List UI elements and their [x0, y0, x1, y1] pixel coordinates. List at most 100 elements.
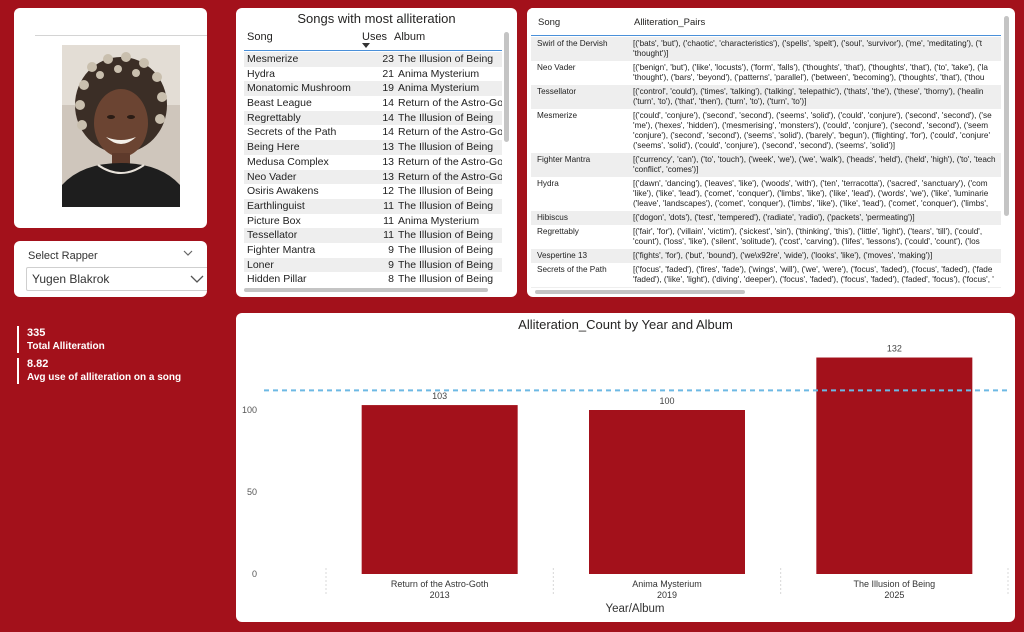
pairs-line: 'thought'), ('bars', 'beyond'), ('patter… — [633, 73, 985, 82]
pairs-cell: [('control', 'could'), ('times', 'talkin… — [633, 85, 1001, 109]
table-row[interactable]: Secrets of the Path 14 Return of the Astro… — [244, 125, 502, 140]
song-cell: Osiris Awakens — [247, 185, 319, 198]
bar — [361, 405, 518, 574]
table-row[interactable]: Osiris Awakens 12 The Illusion of Being — [244, 184, 502, 199]
y-tick-label: 100 — [242, 405, 257, 415]
pairs-line: 'like'), ('like', 'lead'), ('comet', 'co… — [633, 189, 989, 198]
x-tick-album: The Illusion of Being — [854, 579, 936, 589]
table-row[interactable]: Hibiscus [('dogon', 'dots'), ('test', 'te… — [531, 211, 1001, 225]
album-cell: The Illusion of Being — [398, 258, 494, 271]
chevron-down-icon[interactable] — [183, 248, 193, 258]
song-cell: Beast League — [247, 97, 312, 110]
horizontal-scrollbar[interactable] — [535, 290, 745, 294]
uses-cell: 13 — [382, 141, 394, 154]
table-row[interactable]: Medusa Complex 13 Return of the Astro-Goth — [244, 155, 502, 170]
pairs-line: [('fights', 'for'), ('but', 'bound'), ('… — [633, 251, 933, 260]
table-row[interactable]: Vespertine 13 [('fights', 'for'), ('but',… — [531, 249, 1001, 263]
table-row[interactable]: Regrettably 14 The Illusion of Being — [244, 110, 502, 126]
table-row[interactable]: Fighter Mantra [('currency', 'can'), ('to… — [531, 153, 1001, 177]
uses-cell: 14 — [382, 126, 394, 139]
chart-title: Alliteration_Count by Year and Album — [518, 317, 733, 332]
vertical-scrollbar[interactable] — [1004, 16, 1009, 216]
song-cell: Regrettably — [537, 227, 579, 236]
divider — [35, 35, 207, 36]
sort-descending-icon — [362, 43, 370, 48]
table-row[interactable]: Fighter Mantra 9 The Illusion of Being — [244, 243, 502, 258]
uses-cell: 11 — [383, 229, 394, 242]
uses-cell: 11 — [383, 199, 394, 212]
rapper-dropdown-value: Yugen Blakrok — [32, 272, 110, 286]
pairs-cell: [('dogon', 'dots'), ('test', 'tempered')… — [633, 211, 1001, 225]
table-row[interactable]: Hydra [('dawn', 'dancing'), ('leaves', 'l… — [531, 177, 1001, 211]
song-cell: Tessellator — [537, 87, 577, 96]
song-cell: Neo Vader — [247, 170, 297, 183]
table-row[interactable]: Earthlinguist 11 The Illusion of Being — [244, 198, 502, 214]
song-cell: Neo Vader — [537, 63, 576, 72]
song-cell: Hydra — [537, 179, 559, 188]
column-header-song[interactable]: Song — [247, 31, 273, 43]
pairs-cell: [('could', 'conjure'), ('second', 'secon… — [633, 109, 1001, 153]
table-row[interactable]: Swirl of the Dervish [('bats', 'but'), ('… — [531, 37, 1001, 61]
table-row[interactable]: Regrettably [('fair', 'for'), ('villain',… — [531, 225, 1001, 249]
table-row[interactable]: Picture Box 11 Anima Mysterium — [244, 214, 502, 229]
rapper-photo — [62, 45, 180, 207]
rapper-dropdown[interactable]: Yugen Blakrok — [26, 267, 207, 291]
uses-cell: 9 — [388, 258, 394, 271]
pairs-cell: [('fights', 'for'), ('but', 'bound'), ('… — [633, 249, 1001, 263]
pairs-line: 'count'), ('loss', 'like'), ('silent', '… — [633, 237, 980, 246]
pairs-cell: [('future', 'furnaces'), ('sulphuric', '… — [633, 287, 1001, 288]
table-row[interactable]: Mesmerize 23 The Illusion of Being — [244, 52, 502, 67]
column-header-alliteration-pairs[interactable]: Alliteration_Pairs — [634, 17, 706, 28]
table-row[interactable]: Hidden Pillar 8 The Illusion of Being — [244, 272, 502, 286]
table-row[interactable]: Neo Vader 13 Return of the Astro-Goth — [244, 169, 502, 185]
pairs-cell: [('benign', 'but'), ('like', 'locusts'),… — [633, 61, 1001, 85]
x-tick-year: 2013 — [430, 590, 450, 600]
uses-cell: 11 — [383, 214, 394, 227]
pairs-line: [('bats', 'but'), ('chaotic', 'character… — [633, 39, 983, 48]
table-row[interactable]: Beast League 14 Return of the Astro-Goth — [244, 96, 502, 111]
total-alliteration-label: Total Alliteration — [27, 341, 105, 352]
album-cell: The Illusion of Being — [398, 243, 494, 256]
table-row[interactable]: Tessellator 11 The Illusion of Being — [244, 228, 502, 243]
column-header-uses[interactable]: Uses — [362, 31, 388, 43]
table-row[interactable]: Ochre[('future', 'furnaces'), ('sulphuri… — [531, 287, 1001, 288]
horizontal-scrollbar[interactable] — [244, 288, 488, 292]
x-tick-year: 2025 — [884, 590, 904, 600]
song-cell: Picture Box — [247, 214, 301, 227]
column-header-album[interactable]: Album — [394, 31, 426, 43]
song-cell: Tessellator — [247, 229, 298, 242]
song-cell: Fighter Mantra — [247, 243, 316, 256]
song-cell: Earthlinguist — [247, 199, 305, 212]
songs-table-body: Mesmerize 23 The Illusion of Being Hydra 21 A… — [244, 52, 502, 286]
header-divider — [531, 35, 1001, 36]
table-row[interactable]: Mesmerize [('could', 'conjure'), ('second… — [531, 109, 1001, 153]
song-cell: Hydra — [247, 67, 276, 80]
album-cell: The Illusion of Being — [398, 273, 494, 286]
song-cell: Vespertine 13 — [537, 251, 588, 260]
pairs-cell: [('currency', 'can'), ('to', 'touch'), (… — [633, 153, 1001, 177]
uses-cell: 21 — [382, 67, 394, 80]
album-cell: The Illusion of Being — [398, 141, 494, 154]
uses-cell: 13 — [382, 170, 394, 183]
table-row[interactable]: Monatomic Mushroom 19 Anima Mysterium — [244, 81, 502, 97]
data-label: 103 — [432, 391, 447, 401]
table-row[interactable]: Neo Vader [('benign', 'but'), ('like', 'l… — [531, 61, 1001, 85]
pairs-table-body: Swirl of the Dervish [('bats', 'but'), ('… — [531, 37, 1001, 288]
table-row[interactable]: Secrets of the Path [('focus', 'faded'), … — [531, 263, 1001, 287]
x-axis-title: Year/Album — [605, 603, 664, 615]
table-row[interactable]: Loner 9 The Illusion of Being — [244, 257, 502, 273]
bar — [589, 410, 745, 574]
y-tick-label: 50 — [247, 487, 257, 497]
pairs-line: [('currency', 'can'), ('to', 'touch'), (… — [633, 155, 996, 164]
song-cell: Mesmerize — [247, 53, 299, 65]
vertical-scrollbar[interactable] — [504, 32, 509, 142]
pairs-cell: [('bats', 'but'), ('chaotic', 'character… — [633, 37, 1001, 61]
song-cell: Secrets of the Path — [537, 265, 607, 274]
pairs-line: 'me'), ('hexes', 'hidden'), ('mesmerisin… — [633, 121, 989, 130]
album-cell: The Illusion of Being — [398, 199, 494, 212]
pairs-line: [('fair', 'for'), ('villain', 'victim'),… — [633, 227, 983, 236]
table-row[interactable]: Being Here 13 The Illusion of Being — [244, 140, 502, 155]
column-header-song[interactable]: Song — [538, 17, 561, 28]
table-row[interactable]: Hydra 21 Anima Mysterium — [244, 67, 502, 82]
table-row[interactable]: Tessellator [('control', 'could'), ('time… — [531, 85, 1001, 109]
